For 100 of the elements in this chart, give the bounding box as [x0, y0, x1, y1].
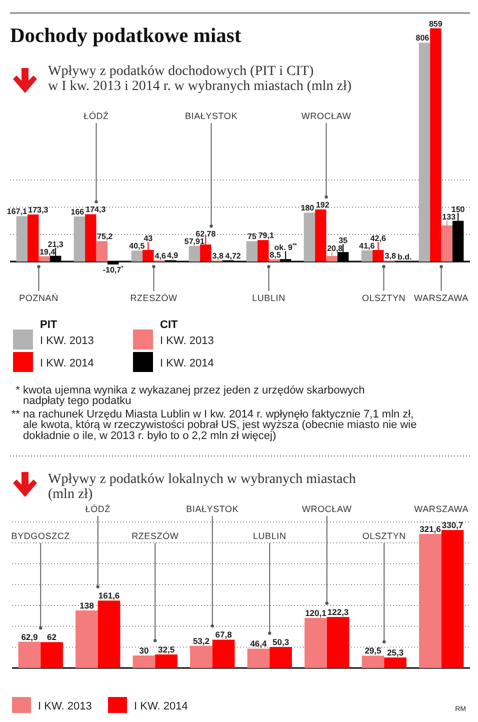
data-label: 75,2	[97, 232, 114, 242]
legend-label: I KW. 2014	[40, 357, 94, 370]
data-label: 75	[247, 232, 257, 242]
x-tick-label: WROCŁAW	[301, 111, 352, 121]
bar	[76, 610, 98, 668]
bar	[74, 216, 86, 262]
x-tick-label: ŁÓDŹ	[84, 111, 110, 121]
data-label: 8,5	[270, 250, 282, 260]
x-tick-label: WARSZAWA	[414, 504, 469, 514]
data-label: 43	[144, 234, 154, 243]
text: b.d.	[397, 252, 412, 262]
legend-label: I KW. 2013	[38, 700, 92, 712]
data-label: 120,1	[305, 608, 327, 618]
bar	[337, 252, 349, 262]
data-label: 859	[428, 19, 443, 28]
text: CIT	[160, 319, 178, 331]
text: Wpływy z podatków dochodowych (PIT i CIT) w I kw. 2013 i 2014 r. w wybranych miastach (mln zł)	[48, 64, 352, 94]
data-label: 46,4	[250, 638, 268, 649]
x-tick-label: ŁÓDŹ	[85, 504, 111, 514]
bar	[361, 250, 373, 262]
data-label: 173,3	[28, 206, 49, 214]
data-label: 21,3	[48, 240, 64, 249]
x-tick-label: LUBLIN	[252, 531, 286, 541]
x-tick-label: BYDGOSZCZ	[11, 531, 70, 541]
data-label: 166	[70, 207, 85, 216]
data-label: ok. 9$^{**}$	[274, 243, 298, 252]
bar	[96, 241, 108, 262]
data-label: 62,9	[21, 632, 38, 642]
bar	[18, 642, 41, 668]
data-label: 62	[47, 632, 57, 642]
data-label: 192	[316, 200, 330, 210]
bar	[258, 240, 269, 262]
bar	[155, 654, 178, 668]
data-label: 4,9	[167, 251, 179, 260]
legend-label: I KW. 2013	[160, 334, 214, 347]
text: * kwota ujemna wynika z wykazanej przez jeden z urzędów skarbowych nadpłaty tego podatku	[16, 384, 365, 408]
text: ** na rachunek Urzędu Miasta Lublin w I kw. 2014 r. wpłynęło faktycznie 7,1 mln zł, ale kwota, którą w rzeczywistości pobrał US, jest wyższa (obecnie miasto nie wie dokładnie o ile, w 2013 r. było to o 2,2 mln zł więcej)	[11, 408, 417, 442]
legend-label: I KW. 2014	[134, 700, 188, 712]
bar	[188, 246, 200, 262]
bar	[200, 244, 212, 262]
x-tick-label: BIAŁYSTOK	[184, 111, 238, 121]
x-tick-label: OLSZTYN	[362, 293, 406, 303]
data-label: 30	[139, 645, 149, 656]
data-label: 67,8	[215, 630, 232, 640]
data-label: 4,72	[225, 251, 242, 260]
bar	[384, 657, 406, 668]
data-label: 29,5	[364, 646, 382, 656]
data-label: 3,8	[212, 252, 224, 261]
data-label: -10,7$^{*}$	[102, 265, 124, 274]
x-tick-label: RZESZÓW	[130, 293, 178, 303]
x-tick-label: POZNAŃ	[19, 293, 58, 303]
data-label: 19,4	[40, 247, 56, 256]
bar	[40, 642, 63, 668]
data-label: 50,3	[272, 637, 290, 648]
data-label: 41,6	[359, 241, 376, 250]
bar	[304, 212, 316, 262]
x-tick-label: WROCŁAW	[302, 504, 352, 514]
bar	[132, 655, 156, 668]
bar	[38, 256, 50, 262]
bar	[418, 42, 430, 262]
x-tick-label: BIAŁYSTOK	[186, 504, 239, 514]
x-tick-label: LUBLIN	[252, 293, 286, 303]
data-label: 4,6	[154, 251, 166, 260]
bar	[280, 259, 292, 262]
data-label: 79,1	[258, 231, 274, 240]
x-tick-label: RZESZÓW	[132, 531, 179, 541]
data-label: 25,3	[387, 647, 404, 658]
data-label: 62,78	[196, 230, 216, 239]
bar	[430, 28, 442, 262]
bar	[98, 600, 120, 668]
data-label: 57,91	[184, 236, 205, 246]
bar	[419, 534, 442, 668]
bar	[50, 256, 62, 262]
data-label: 42,6	[370, 234, 386, 243]
text: PIT	[40, 319, 58, 331]
legend-label: I KW. 2013	[40, 334, 94, 347]
data-label: 3,8	[384, 252, 396, 261]
bar	[107, 262, 119, 264]
bar	[85, 214, 96, 262]
bar	[246, 241, 258, 262]
chart-subtitle: Wpływy z podatków lokalnych w wybranych miastach (mln zł)	[48, 472, 356, 502]
data-label: 330,7	[442, 520, 464, 530]
legend-label: I KW. 2014	[160, 357, 214, 370]
data-label: 150	[451, 204, 466, 214]
data-label: 138	[80, 600, 94, 610]
bar	[190, 646, 212, 668]
bar	[326, 256, 338, 262]
data-label: 180	[300, 204, 315, 213]
bar	[441, 225, 452, 262]
data-label: 161,6	[98, 590, 120, 601]
data-label: 32,5	[158, 644, 175, 654]
x-tick-label: OLSZTYN	[362, 531, 406, 541]
data-label: 20,8	[327, 244, 344, 253]
data-label: 321,6	[420, 524, 442, 534]
data-label: 806	[416, 34, 430, 43]
bar	[28, 214, 39, 262]
data-label: 35	[338, 236, 348, 246]
x-tick-label: WARSZAWA	[414, 293, 468, 303]
bar	[142, 250, 154, 262]
bar	[441, 530, 464, 668]
